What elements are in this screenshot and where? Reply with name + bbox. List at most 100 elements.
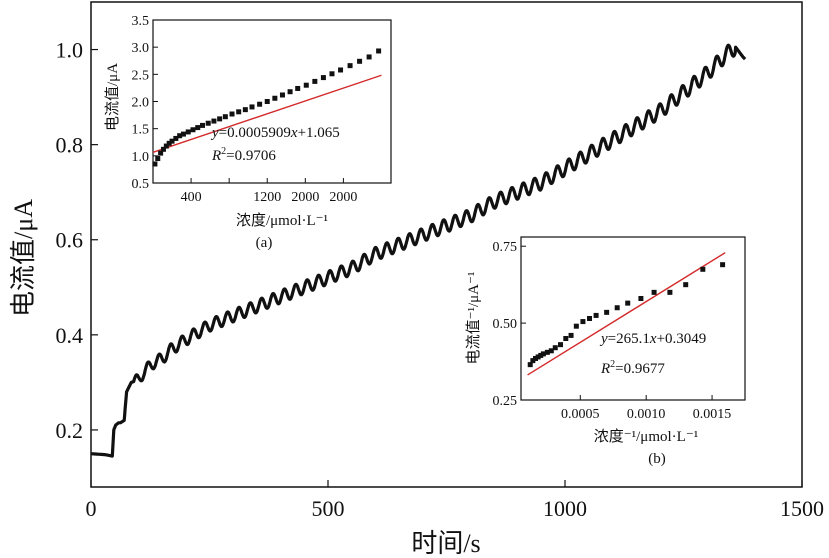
inset-a-point [190, 127, 196, 133]
inset-a-point [357, 58, 363, 64]
inset-a-points [152, 48, 382, 167]
inset-a-point [295, 85, 301, 91]
main-x-axis: 0 500 1000 1500 [86, 480, 824, 521]
inset-b-point [683, 282, 689, 288]
inset-a-point [173, 135, 179, 141]
inset-b-y-axis-label: 电流值⁻¹/μA⁻¹ [465, 272, 482, 365]
inset-b-r2-value: =0.9677 [615, 361, 665, 377]
inset-a-eq-rest: =0.0005909 [219, 125, 291, 141]
inset-a-y-tick-label: 0.5 [132, 177, 150, 192]
inset-a-y-tick-label: 2.5 [132, 68, 150, 83]
inset-a-r2-sup: 2 [221, 146, 226, 157]
inset-b-point [548, 348, 554, 354]
inset-b-point [530, 358, 536, 364]
inset-a-point [195, 125, 201, 131]
inset-a-point [264, 99, 270, 104]
inset-a-point [211, 118, 217, 124]
inset-b-r2-sup: 2 [610, 359, 615, 370]
main-y-tick-label: 0.8 [56, 133, 84, 158]
inset-a-point [272, 95, 278, 101]
main-y-tick-label: 0.4 [56, 323, 84, 348]
main-x-tick-label: 0 [86, 496, 97, 521]
inset-a-r2: R2=0.9706 [211, 146, 276, 164]
inset-b-point [538, 352, 544, 358]
inset-b-point [527, 362, 533, 368]
main-x-axis-label: 时间/s [411, 529, 480, 558]
main-x-tick-label: 1500 [780, 496, 824, 521]
inset-b-eq-tail: +0.3049 [657, 331, 707, 347]
inset-b-point [563, 335, 569, 341]
inset-a-caption: (a) [256, 235, 273, 251]
inset-a-x-tick-label: 400 [181, 190, 202, 205]
inset-b-x-tick-label: 0.0010 [627, 407, 666, 422]
inset-a-point [338, 67, 344, 73]
inset-a-point [279, 92, 285, 98]
inset-b-y-tick-label: 0.50 [493, 317, 518, 332]
inset-a-point [158, 150, 164, 156]
inset-b-point [532, 355, 538, 361]
inset-b-point [573, 323, 579, 329]
main-y-tick-label: 0.2 [56, 418, 84, 443]
inset-b-r2: R2=0.9677 [600, 359, 665, 377]
inset-a-x-axis: 400 1200 2000 2000 [181, 178, 357, 205]
inset-a-point [152, 161, 158, 167]
inset-a-r2-value: =0.9706 [226, 148, 276, 164]
main-current-line [89, 43, 747, 458]
inset-a-point [205, 120, 211, 126]
inset-a-point [287, 89, 293, 95]
inset-a-fit-line [152, 74, 382, 153]
main-y-tick-label: 0.6 [56, 228, 84, 253]
inset-b-point [604, 309, 610, 315]
main-y-axis-label: 电流值/μA [9, 199, 38, 317]
inset-a-background [153, 20, 391, 183]
inset-b-point [587, 316, 593, 321]
inset-a-point [185, 129, 191, 135]
inset-a-x-axis-label: 浓度/μmol·L⁻¹ [236, 212, 328, 229]
inset-a-eq-x: x [290, 125, 298, 141]
inset-a-point [229, 111, 235, 117]
inset-a-eq-tail: +1.065 [298, 125, 340, 141]
inset-a-point [303, 82, 309, 88]
inset-a-point [242, 107, 248, 113]
main-plot-frame [90, 1, 803, 488]
inset-a-point [312, 78, 318, 84]
inset-a-y-axis: 0.5 1.0 1.5 2.0 2.5 3.0 3.5 [132, 14, 158, 192]
inset-a-x-tick-label: 1200 [253, 190, 281, 205]
inset-b-caption: (b) [648, 451, 666, 467]
inset-b-point [558, 342, 564, 348]
main-x-tick-label: 500 [312, 496, 345, 521]
inset-b-point [614, 305, 620, 311]
inset-b-point [667, 289, 673, 295]
inset-a-y-tick-label: 3.5 [132, 14, 150, 29]
inset-b-eq-y: y [599, 331, 608, 347]
inset-a-y-axis-label: 电流值/μA [104, 63, 121, 131]
main-y-tick-label: 1.0 [56, 38, 84, 63]
inset-b-point [568, 332, 574, 338]
inset-b-point [638, 296, 644, 302]
inset-a-point [257, 101, 263, 107]
inset-a-point [180, 131, 186, 137]
inset-b-point [580, 319, 586, 325]
inset-b-x-axis-label: 浓度⁻¹/μmol·L⁻¹ [594, 428, 699, 445]
inset-b-point [535, 354, 541, 360]
inset-a-point [217, 116, 223, 122]
inset-b-r2-label: R [600, 361, 610, 377]
inset-a-eq-y: y [210, 125, 219, 141]
inset-b-y-tick-label: 0.25 [493, 394, 518, 409]
inset-b-points [527, 262, 726, 368]
inset-a-point [249, 104, 255, 110]
inset-a-point [200, 122, 206, 128]
inset-a-point [163, 143, 169, 149]
inset-b-point [651, 289, 657, 295]
inset-b-y-tick-label: 0.75 [493, 240, 518, 255]
inset-a-point [320, 75, 326, 81]
inset-a-point [329, 71, 335, 77]
inset-b-x-axis: 0.0005 0.0010 0.0015 [561, 395, 731, 422]
inset-a-y-tick-label: 2.0 [132, 96, 150, 111]
inset-a-point [236, 109, 242, 115]
inset-a-point [222, 114, 228, 120]
main-x-tick-label: 1000 [543, 496, 587, 521]
inset-b-point [544, 349, 550, 355]
inset-b-point [593, 312, 599, 318]
